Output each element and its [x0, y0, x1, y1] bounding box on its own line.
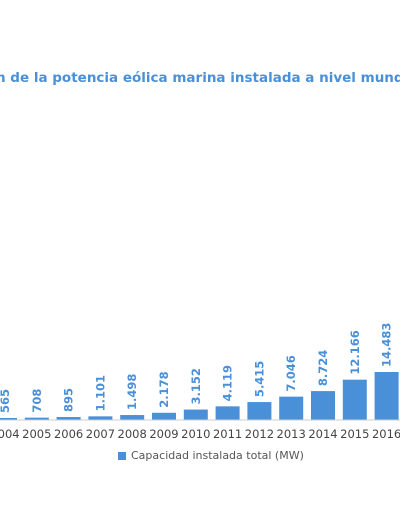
data-label-2012: 5.415 [252, 361, 266, 397]
bar-2006 [56, 417, 81, 420]
data-label-2016: 14.483 [380, 323, 394, 367]
data-label-2013: 7.046 [284, 355, 298, 391]
x-tick-label-2005: 2005 [22, 427, 51, 441]
x-tick-label-2008: 2008 [118, 427, 147, 441]
data-label-2006: 895 [62, 388, 76, 412]
x-tick-label-2013: 2013 [277, 427, 306, 441]
bar-2005 [24, 417, 49, 420]
x-tick-label-2015: 2015 [340, 427, 369, 441]
legend-label: Capacidad instalada total (MW) [131, 449, 304, 462]
data-label-2009: 2.178 [157, 371, 171, 407]
data-label-2015: 12.166 [348, 330, 362, 374]
data-label-2014: 8.724 [316, 350, 330, 386]
bar-2015 [342, 379, 367, 420]
legend-swatch [118, 451, 126, 460]
bar-2008 [120, 415, 145, 420]
bar-2012 [247, 402, 272, 420]
x-tick-label-2006: 2006 [54, 427, 83, 441]
data-label-2005: 708 [30, 389, 44, 413]
bar-2016 [374, 372, 399, 420]
x-tick-label-2011: 2011 [213, 427, 242, 441]
data-label-2010: 3.152 [189, 368, 203, 404]
x-tick-label-2016: 2016 [372, 427, 400, 441]
bar-2007 [88, 416, 113, 420]
x-tick-label-2014: 2014 [308, 427, 337, 441]
data-label-2008: 1.498 [125, 374, 139, 410]
bar-2014 [311, 391, 335, 420]
data-label-2004: 565 [0, 389, 12, 413]
x-tick-label-2009: 2009 [149, 427, 178, 441]
x-tick-label-2007: 2007 [86, 427, 115, 441]
bar-2004 [0, 418, 17, 420]
data-label-2007: 1.101 [93, 375, 107, 411]
bar-2010 [183, 409, 208, 420]
data-label-2011: 4.119 [221, 365, 235, 401]
x-tick-label-2012: 2012 [245, 427, 274, 441]
x-tick-label-2010: 2010 [181, 427, 210, 441]
chart-legend: Capacidad instalada total (MW) [118, 449, 304, 462]
x-tick-label-2004: 2004 [0, 427, 20, 441]
chart-title: n de la potencia eólica marina instalada… [0, 70, 400, 86]
bar-2011 [215, 406, 240, 420]
bar-2013 [279, 396, 304, 420]
bar-2009 [152, 412, 176, 420]
